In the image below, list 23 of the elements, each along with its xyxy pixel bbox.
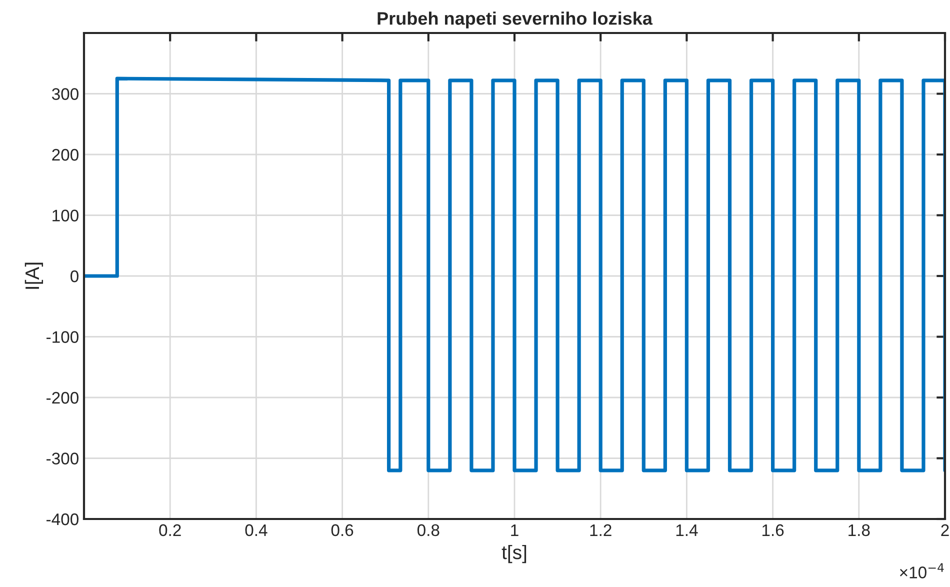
y-tick-label: -200	[46, 392, 78, 404]
y-tick-label: -400	[46, 513, 78, 526]
x-tick-label: 0.8	[417, 524, 440, 536]
y-tick-label: 100	[52, 210, 78, 222]
x-tick-label: 0.6	[331, 524, 354, 536]
x-axis-title: t[s]	[502, 544, 526, 564]
y-axis-title: I[A]	[24, 262, 44, 289]
chart-title: Prubeh napeti severniho loziska	[378, 12, 653, 28]
x-tick-label: 1.6	[762, 524, 784, 536]
y-tick-label: 0	[70, 270, 78, 282]
line-series	[84, 76, 945, 472]
y-tick-label: -300	[46, 452, 78, 464]
y-tick-label: -100	[46, 331, 78, 343]
x-tick-label: 1.8	[848, 524, 870, 536]
y-tick-label: 200	[52, 148, 78, 161]
x-tick-label: 0.2	[159, 524, 181, 536]
x-tick-label: 1.2	[590, 524, 612, 536]
x-tick-label: 1	[511, 524, 518, 536]
x-tick-label: 2	[941, 524, 949, 536]
x-tick-label: 1.4	[676, 524, 698, 536]
y-tick-label: 300	[52, 88, 78, 100]
text: ×10$^{−4}$	[900, 563, 944, 578]
x-tick-label: 0.4	[245, 524, 268, 536]
